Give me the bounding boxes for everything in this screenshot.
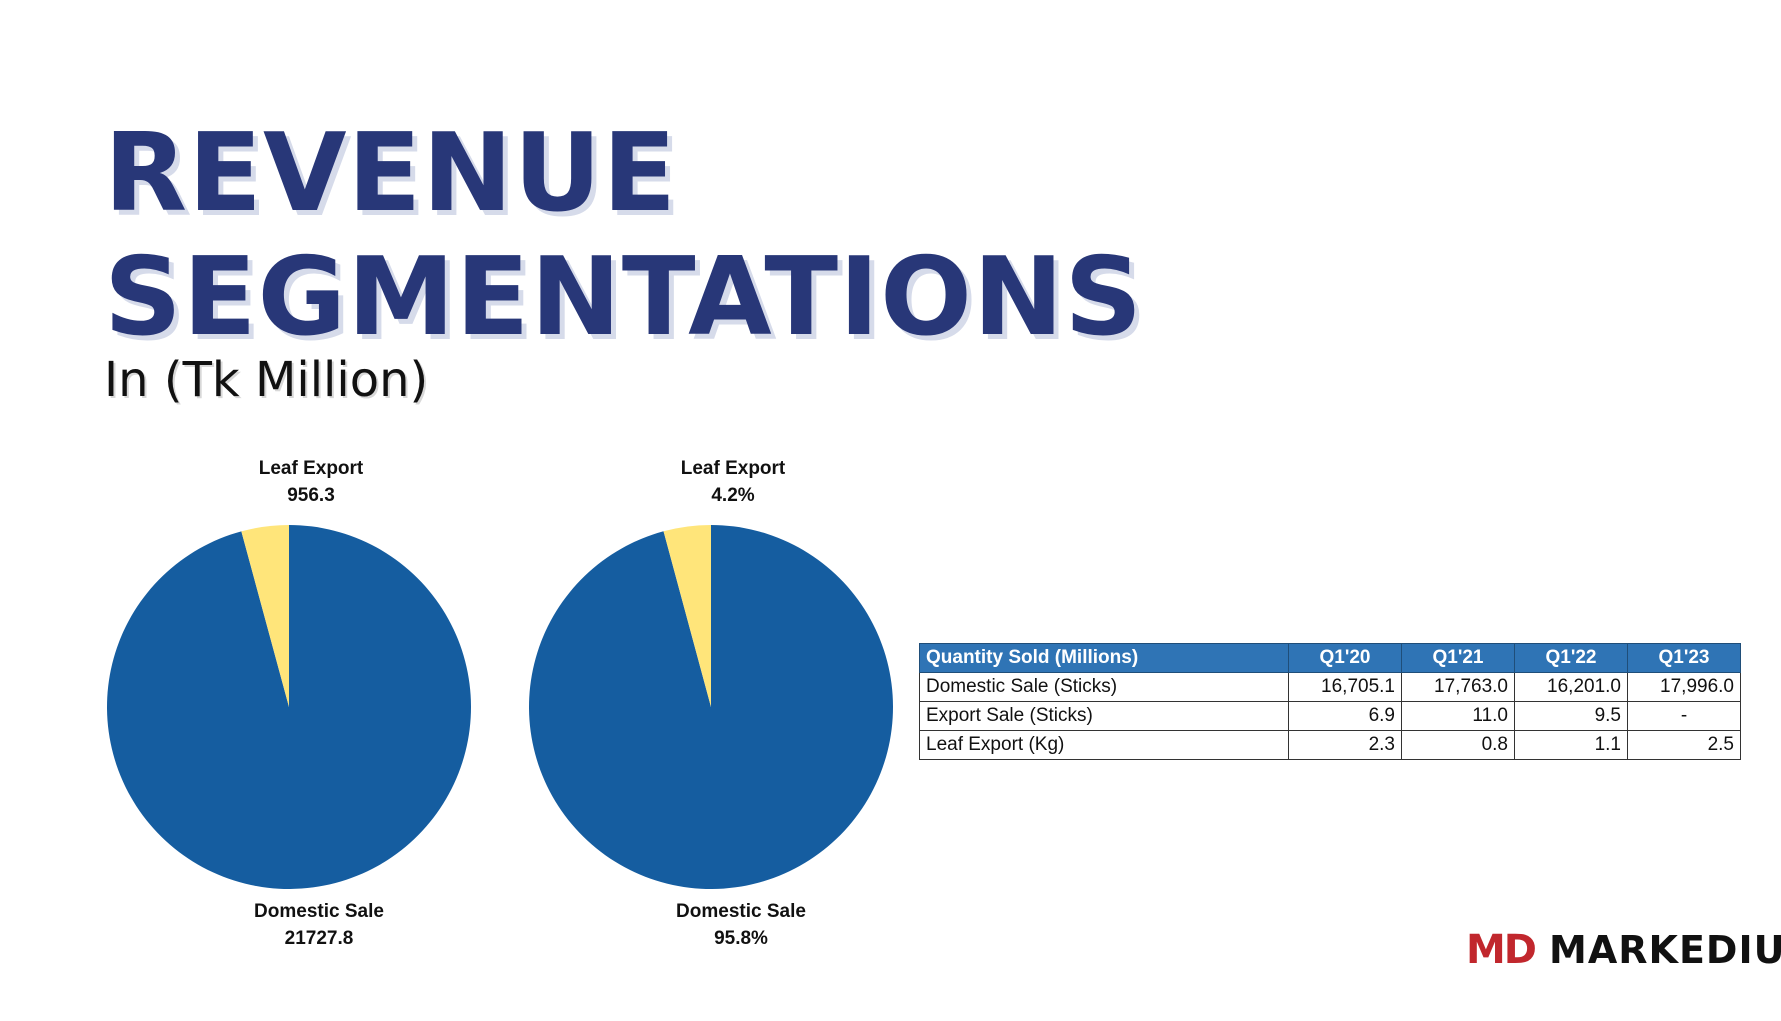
table-cell: 9.5 — [1514, 701, 1628, 731]
table-cell: 0.8 — [1401, 730, 1515, 760]
table-row: Export Sale (Sticks) 6.9 11.0 9.5 - — [919, 701, 1741, 731]
pie2-svg — [529, 525, 893, 889]
pie2-domestic-sale-name: Domestic Sale — [676, 901, 806, 922]
logo-mark: MD — [1466, 927, 1537, 973]
pie2-domestic-sale-value: 95.8% — [714, 928, 768, 949]
table-cell: - — [1627, 701, 1741, 731]
pie1-svg — [107, 525, 472, 889]
table-cell: 11.0 — [1401, 701, 1515, 731]
pie1-label-leaf-export: Leaf Export 956.3 — [191, 455, 431, 509]
pie-chart-values: Leaf Export 956.3 Domestic Sale 21727.8 — [104, 455, 484, 955]
table-header-cell: Quantity Sold (Millions) — [919, 643, 1289, 673]
pie1-slice-domestic-sale — [107, 525, 472, 889]
pie1-domestic-sale-value: 21727.8 — [284, 928, 354, 949]
pie1-leaf-export-name: Leaf Export — [258, 458, 364, 479]
table-cell: 6.9 — [1288, 701, 1402, 731]
table-cell: 16,201.0 — [1514, 672, 1628, 702]
pie2-leaf-export-name: Leaf Export — [680, 458, 786, 479]
pie1-domestic-sale-name: Domestic Sale — [254, 901, 384, 922]
pie2-leaf-export-value: 4.2% — [711, 485, 755, 506]
table-header-cell: Q1'21 — [1401, 643, 1515, 673]
quantity-sold-table: Quantity Sold (Millions) Q1'20 Q1'21 Q1'… — [919, 643, 1741, 760]
table-cell: 17,996.0 — [1627, 672, 1741, 702]
table-header-cell: Q1'23 — [1627, 643, 1741, 673]
table-row: Leaf Export (Kg) 2.3 0.8 1.1 2.5 — [919, 730, 1741, 760]
table-cell: Leaf Export (Kg) — [919, 730, 1289, 760]
pie2-slice-leaf-export — [663, 525, 711, 707]
page-subtitle: In (Tk Million) — [104, 352, 429, 408]
table-row: Domestic Sale (Sticks) 16,705.1 17,763.0… — [919, 672, 1741, 702]
table-cell: 2.5 — [1627, 730, 1741, 760]
table-cell: Export Sale (Sticks) — [919, 701, 1289, 731]
table-cell: Domestic Sale (Sticks) — [919, 672, 1289, 702]
table-cell: 16,705.1 — [1288, 672, 1402, 702]
pie1-label-domestic-sale: Domestic Sale 21727.8 — [199, 898, 439, 952]
title-line-2: SEGMENTATIONS — [104, 235, 1144, 360]
table-cell: 2.3 — [1288, 730, 1402, 760]
table-cell: 1.1 — [1514, 730, 1628, 760]
table-cell: 17,763.0 — [1401, 672, 1515, 702]
pie2-label-domestic-sale: Domestic Sale 95.8% — [621, 898, 861, 952]
pie-chart-percent: Leaf Export 4.2% Domestic Sale 95.8% — [526, 455, 906, 955]
table-header-cell: Q1'22 — [1514, 643, 1628, 673]
table-header-row: Quantity Sold (Millions) Q1'20 Q1'21 Q1'… — [919, 643, 1741, 673]
pie1-slice-leaf-export — [241, 525, 289, 707]
table-header-cell: Q1'20 — [1288, 643, 1402, 673]
markedium-logo: MD MARKEDIUM — [1466, 927, 1781, 973]
logo-wordmark: MARKEDIUM — [1549, 928, 1781, 972]
pie1-leaf-export-value: 956.3 — [287, 485, 335, 506]
title-line-1: REVENUE — [104, 111, 678, 236]
page-title: REVENUE SEGMENTATIONS — [104, 112, 1143, 360]
pie2-label-leaf-export: Leaf Export 4.2% — [613, 455, 853, 509]
